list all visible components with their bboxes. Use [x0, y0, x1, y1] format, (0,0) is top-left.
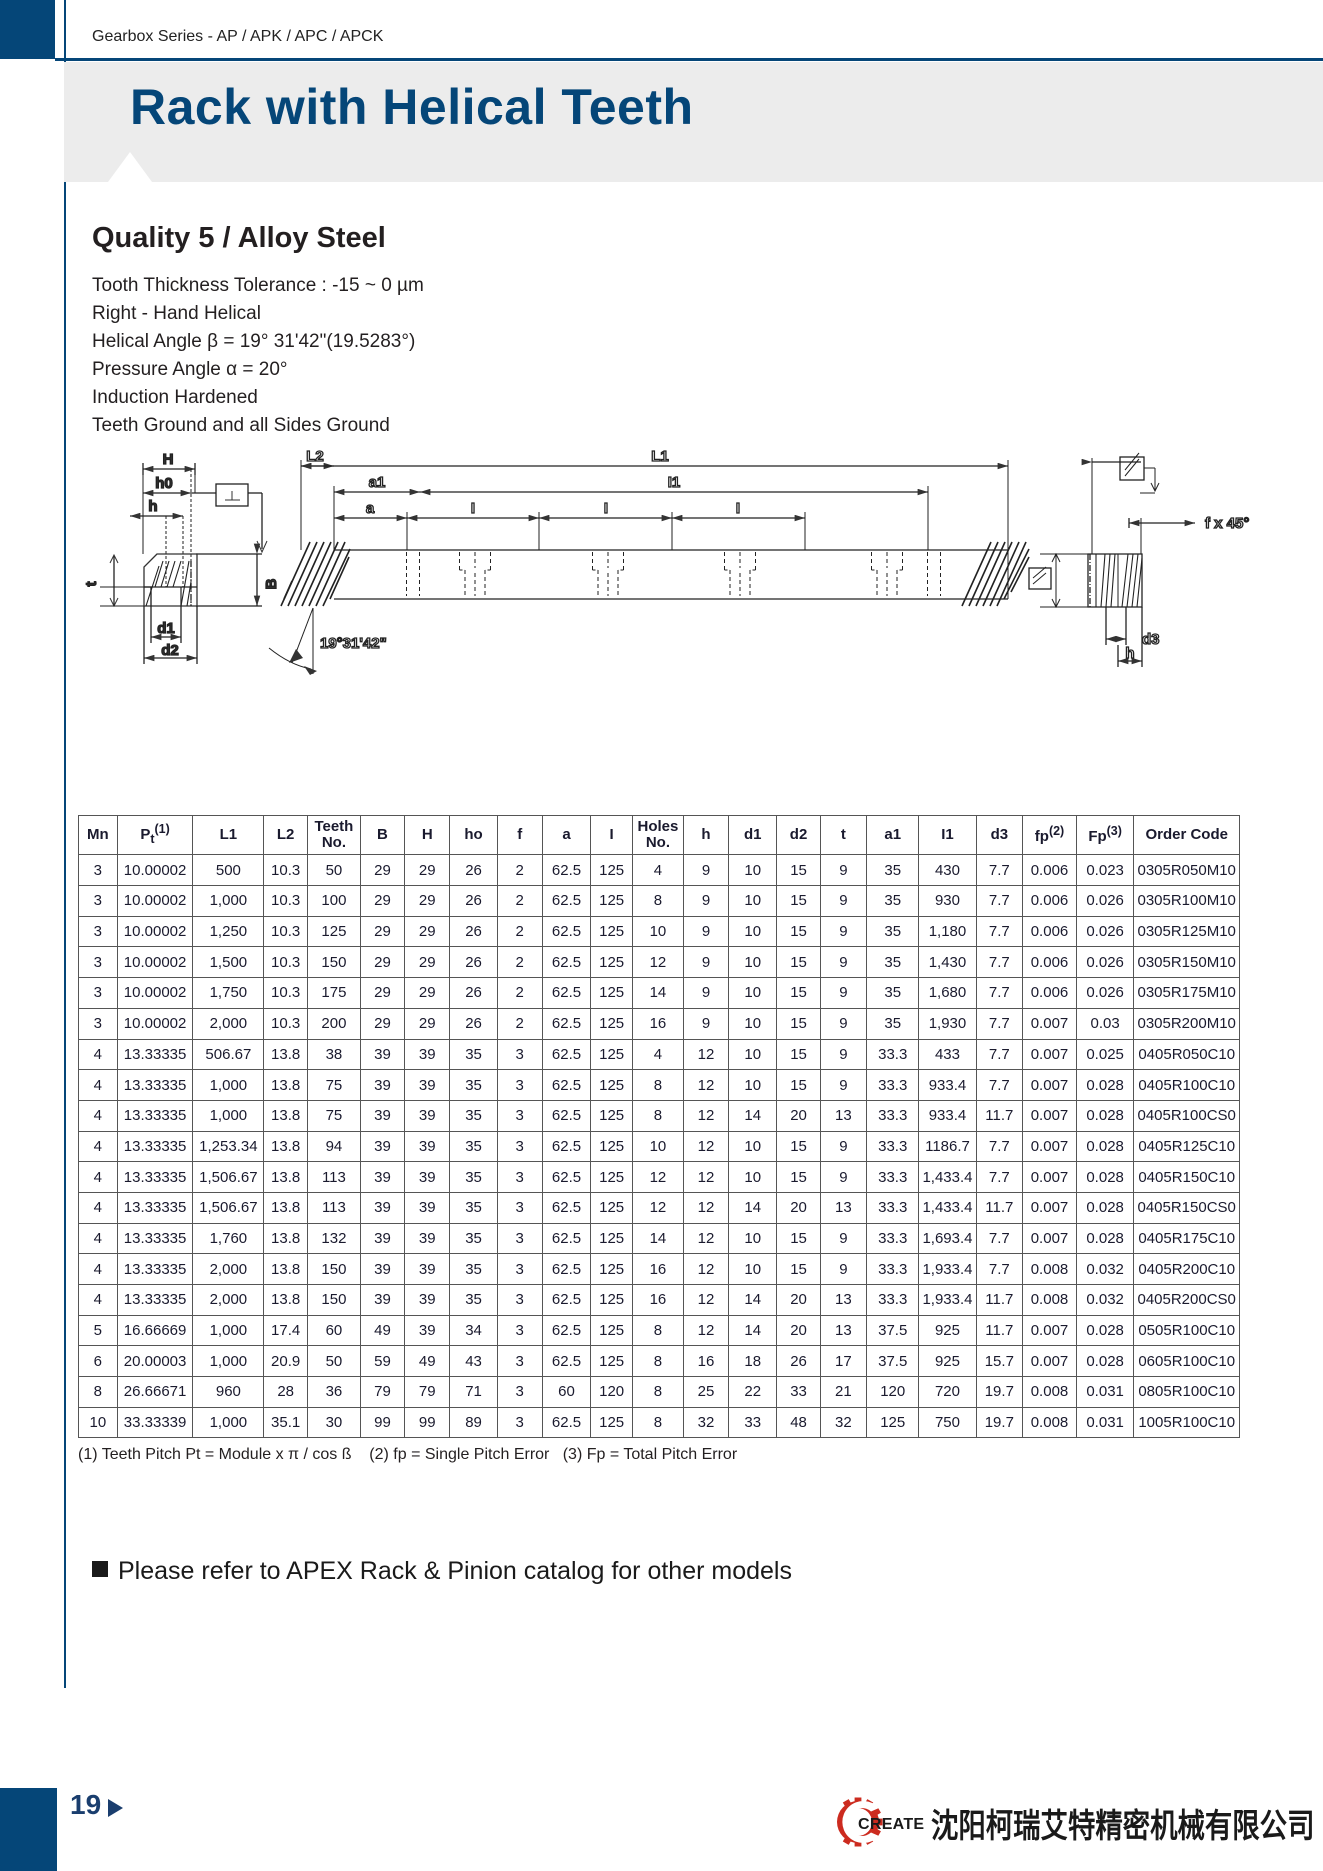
- svg-text:a1: a1: [369, 474, 386, 491]
- svg-text:L1: L1: [651, 448, 669, 465]
- svg-text:d1: d1: [157, 620, 175, 637]
- svg-text:d3: d3: [1142, 631, 1160, 648]
- svg-text:f x 45°: f x 45°: [1205, 515, 1249, 532]
- svg-text:I: I: [604, 500, 608, 517]
- svg-text:19°31'42": 19°31'42": [320, 635, 387, 652]
- svg-text:h0: h0: [155, 475, 173, 492]
- svg-text:B: B: [263, 578, 280, 589]
- svg-text:d2: d2: [161, 642, 179, 659]
- svg-text:a: a: [366, 500, 375, 517]
- svg-text:t: t: [83, 582, 100, 587]
- svg-text:I: I: [471, 500, 475, 517]
- svg-text:h: h: [1125, 645, 1134, 662]
- svg-text:I: I: [736, 500, 740, 517]
- svg-text:h: h: [148, 498, 157, 515]
- svg-text:H: H: [163, 451, 174, 468]
- svg-text:I1: I1: [668, 474, 681, 491]
- svg-text:L2: L2: [306, 448, 324, 465]
